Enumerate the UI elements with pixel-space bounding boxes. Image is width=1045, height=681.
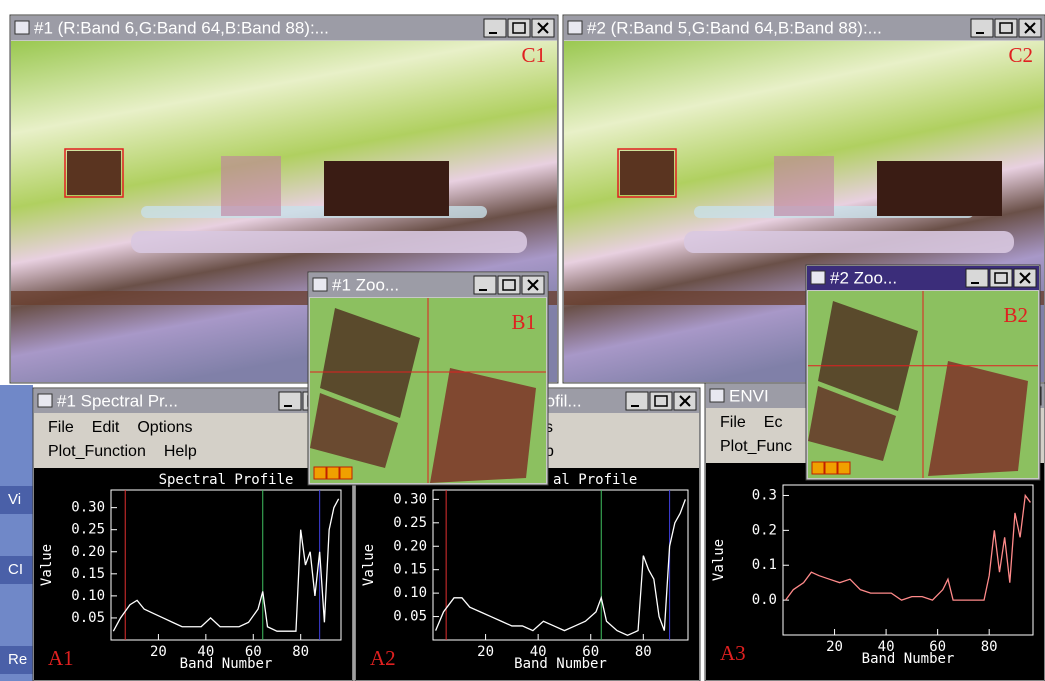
menu-item[interactable]: Edit [92,419,120,436]
field-block [877,161,1002,216]
window-icon [15,21,29,34]
side-strip-label: Re [8,651,27,668]
minimize-button[interactable] [971,19,993,37]
x-tick-label: 20 [150,644,167,660]
x-axis-label: Band Number [180,656,273,672]
menu-item[interactable]: File [48,419,74,436]
menu-item[interactable]: Options [137,419,192,436]
y-tick-label: 0.25 [71,522,105,538]
window-title: #1 Zoo... [332,275,399,294]
x-tick-label: 20 [477,644,494,660]
window-label: C1 [521,43,546,67]
maximize-button[interactable] [508,19,530,37]
minimize-button[interactable] [626,392,648,410]
window-title: #1 Spectral Pr... [57,391,178,410]
zoom-control[interactable] [314,467,326,479]
x-tick-label: 80 [981,639,998,655]
window-title: ENVI [729,386,769,405]
window-label: A3 [720,641,746,665]
menu-item[interactable]: Ec [764,414,783,431]
field-block [221,156,281,216]
zoom-control[interactable] [340,467,352,479]
zoom-control[interactable] [838,462,850,474]
x-tick-label: 20 [826,639,843,655]
y-tick-label: 0.15 [393,562,427,578]
side-strip-label: CI [8,561,23,578]
y-tick-label: 0.10 [393,585,427,601]
zoom-control[interactable] [327,467,339,479]
minimize-button[interactable] [474,276,496,294]
window-label: B1 [511,310,536,334]
maximize-button[interactable] [498,276,520,294]
window-label: C2 [1008,43,1033,67]
y-axis-label: Value [361,544,377,586]
window-label: A1 [48,646,74,670]
zoom-control[interactable] [825,462,837,474]
maximize-button[interactable] [650,392,672,410]
y-tick-label: 0.3 [752,487,777,503]
screen: #1 (R:Band 6,G:Band 64,B:Band 88):... C1 #… [0,0,1045,681]
zoom-control[interactable] [812,462,824,474]
window-icon [313,278,327,291]
field-block [324,161,449,216]
side-strip-label: Vi [8,491,21,508]
y-tick-label: 0.30 [393,491,427,507]
y-tick-label: 0.30 [71,500,105,516]
runway [684,231,1014,253]
side-strip [0,385,33,681]
y-tick-label: 0.20 [71,544,105,560]
window-icon [38,394,52,407]
field-block [774,156,834,216]
window-label: B2 [1003,303,1028,327]
x-tick-label: 80 [635,644,652,660]
y-tick-label: 0.05 [393,609,427,625]
menu-item[interactable]: Plot_Function [48,443,146,460]
y-tick-label: 0.10 [71,588,105,604]
window-title: #2 Zoo... [830,268,897,287]
y-tick-label: 0.2 [752,522,777,538]
minimize-button[interactable] [279,392,301,410]
window-icon [811,271,825,284]
y-tick-label: 0.1 [752,557,777,573]
field-patch [67,151,121,195]
y-axis-label: Value [711,539,727,581]
y-tick-label: 0.0 [752,592,777,608]
y-tick-label: 0.05 [71,610,105,626]
y-tick-label: 0.15 [71,566,105,582]
runway [131,231,527,253]
y-tick-label: 0.20 [393,538,427,554]
plot-title: Spectral Profile [159,472,294,488]
y-tick-label: 0.25 [393,515,427,531]
menu-item[interactable]: File [720,414,746,431]
plot-title: al Profile [553,472,637,488]
menu-item[interactable]: Help [164,443,197,460]
minimize-button[interactable] [484,19,506,37]
menu-item[interactable]: Plot_Func [720,438,792,455]
x-axis-label: Band Number [514,656,607,672]
maximize-button[interactable] [990,269,1012,287]
window-title: #1 (R:Band 6,G:Band 64,B:Band 88):... [34,18,329,37]
window-icon [710,389,724,402]
y-axis-label: Value [39,544,55,586]
window-title: #2 (R:Band 5,G:Band 64,B:Band 88):... [587,18,882,37]
field-patch [620,151,674,195]
minimize-button[interactable] [966,269,988,287]
window-icon [568,21,582,34]
x-tick-label: 80 [292,644,309,660]
maximize-button[interactable] [995,19,1017,37]
x-axis-label: Band Number [862,651,955,667]
window-label: A2 [370,646,396,670]
